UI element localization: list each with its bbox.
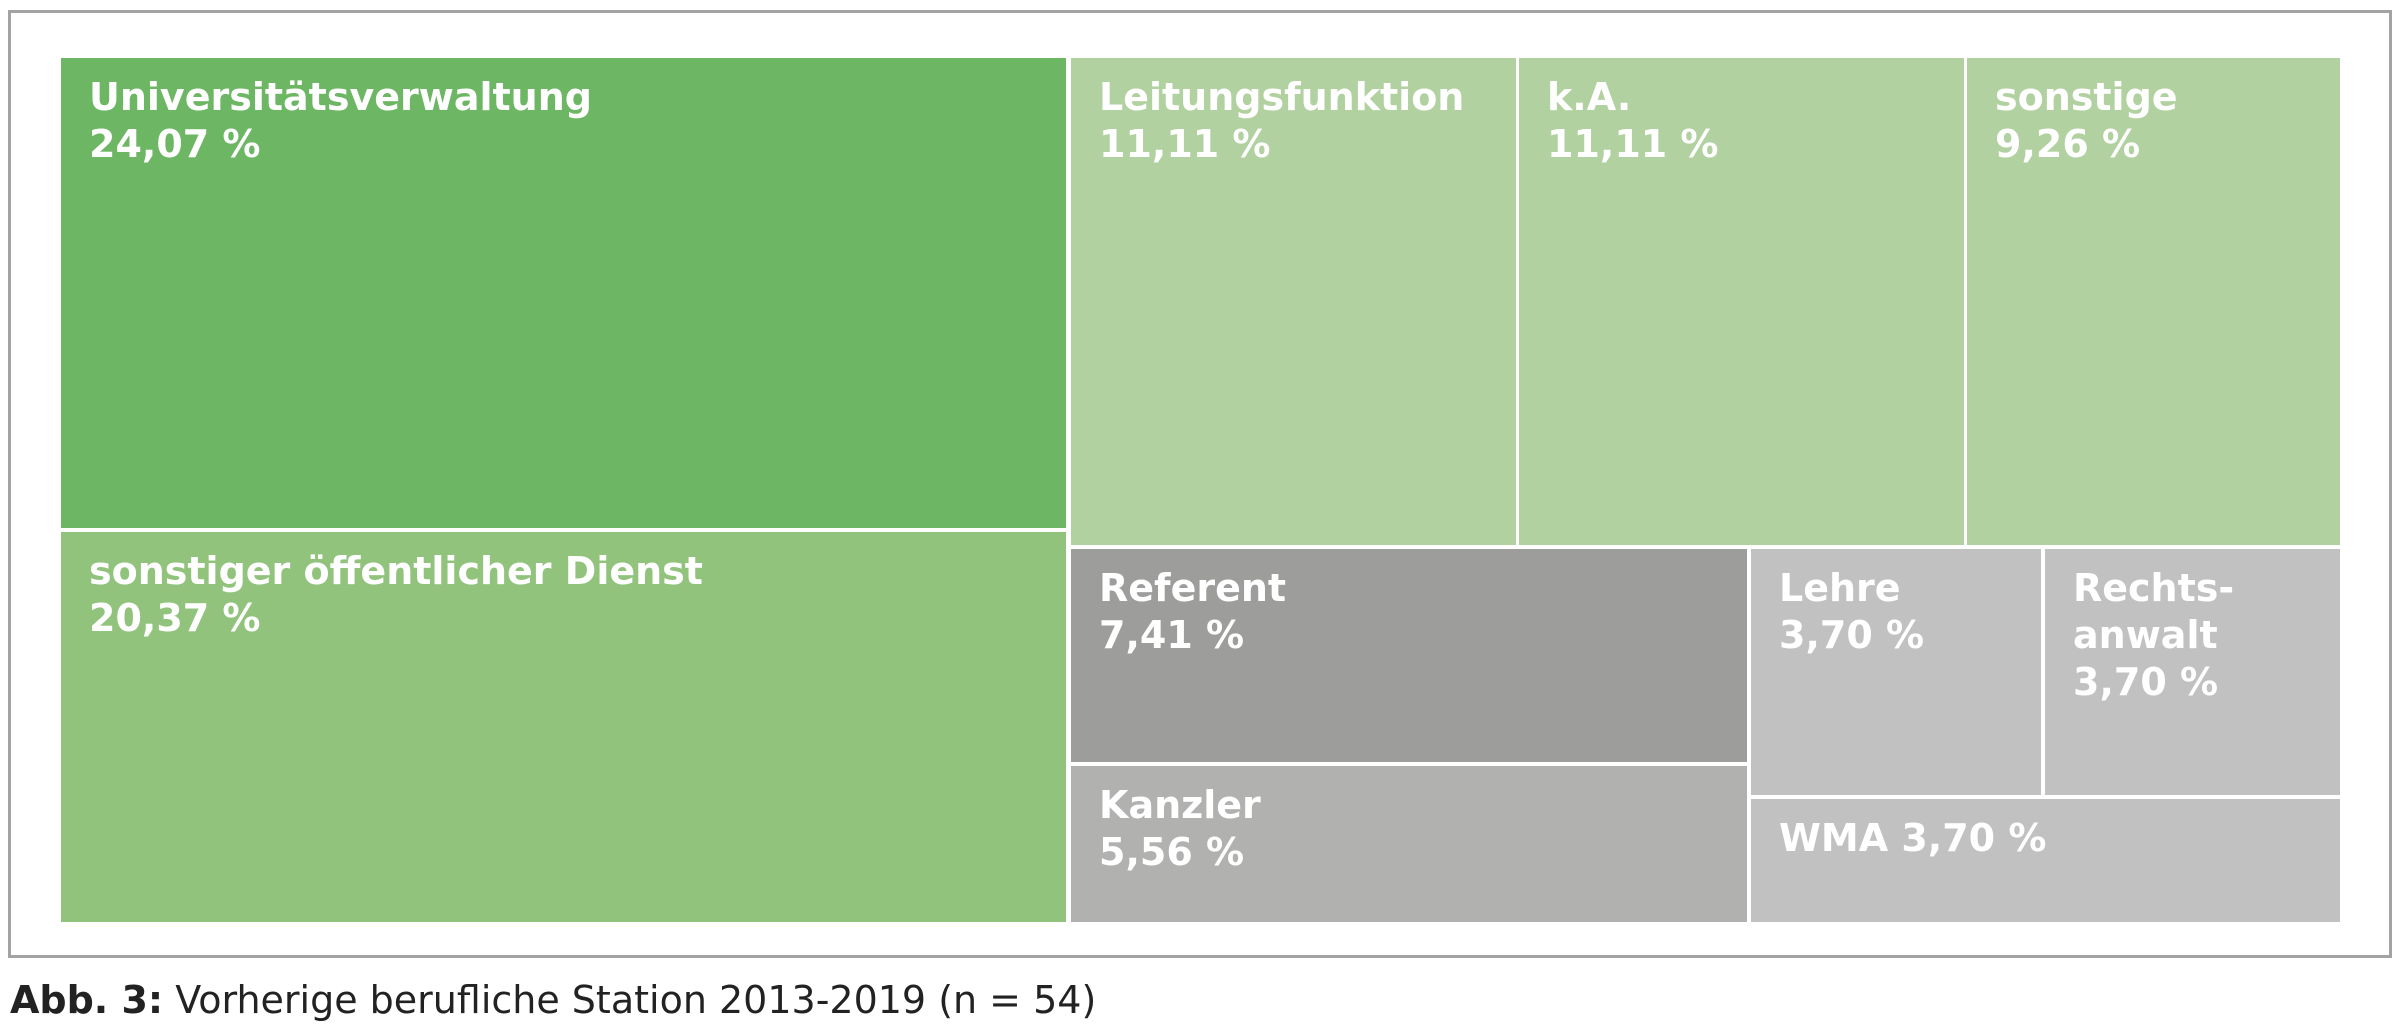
tile-value-sonstiger-oeffentlicher-dienst: 20,37 %: [89, 596, 261, 640]
tile-rechtsanwalt: [2045, 549, 2340, 795]
tile-name-referent: Referent: [1099, 566, 1286, 610]
tile-name-universitaetsverwaltung: Universitätsverwaltung: [89, 75, 592, 119]
tile-value-kanzler: 5,56 %: [1099, 830, 1244, 874]
tile-name-sonstige: sonstige: [1995, 75, 2178, 119]
tile-name-leitungsfunktion: Leitungsfunktion: [1099, 75, 1464, 119]
tile-name-kanzler: Kanzler: [1099, 783, 1261, 827]
tile-name-sonstiger-oeffentlicher-dienst: sonstiger öffentlicher Dienst: [89, 549, 703, 593]
tile-value-referent: 7,41 %: [1099, 613, 1244, 657]
tile-sonstige: [1967, 58, 2340, 545]
figure-caption: Abb. 3: Vorherige berufliche Station 201…: [10, 978, 1096, 1022]
tile-lehre: [1751, 549, 2041, 795]
tile-referent: [1071, 549, 1747, 762]
chart-frame: Universitätsverwaltung 24,07 % sonstiger ö…: [8, 10, 2392, 958]
tile-label-wma: WMA 3,70 %: [1779, 816, 2046, 860]
tile-wma: [1751, 799, 2340, 922]
tile-value-leitungsfunktion: 11,11 %: [1099, 122, 1271, 166]
tile-value-lehre: 3,70 %: [1779, 613, 1924, 657]
tile-value-sonstige: 9,26 %: [1995, 122, 2140, 166]
tile-ka: [1519, 58, 1964, 545]
tile-universitaetsverwaltung: [61, 58, 1066, 528]
caption-lead: Abb. 3:: [10, 978, 164, 1022]
tile-name-lehre: Lehre: [1779, 566, 1901, 610]
tile-name-ka: k.A.: [1547, 75, 1631, 119]
tile-name-line2-rechtsanwalt: anwalt: [2073, 613, 2218, 657]
tile-sonstiger-oeffentlicher-dienst: [61, 532, 1066, 922]
tile-value-rechtsanwalt: 3,70 %: [2073, 660, 2218, 704]
tile-name-line1-rechtsanwalt: Rechts-: [2073, 566, 2234, 610]
caption-text: Vorherige berufliche Station 2013-2019 (…: [163, 978, 1097, 1022]
tile-kanzler: [1071, 766, 1747, 922]
tile-value-ka: 11,11 %: [1547, 122, 1719, 166]
tile-value-universitaetsverwaltung: 24,07 %: [89, 122, 261, 166]
tile-leitungsfunktion: [1071, 58, 1516, 545]
